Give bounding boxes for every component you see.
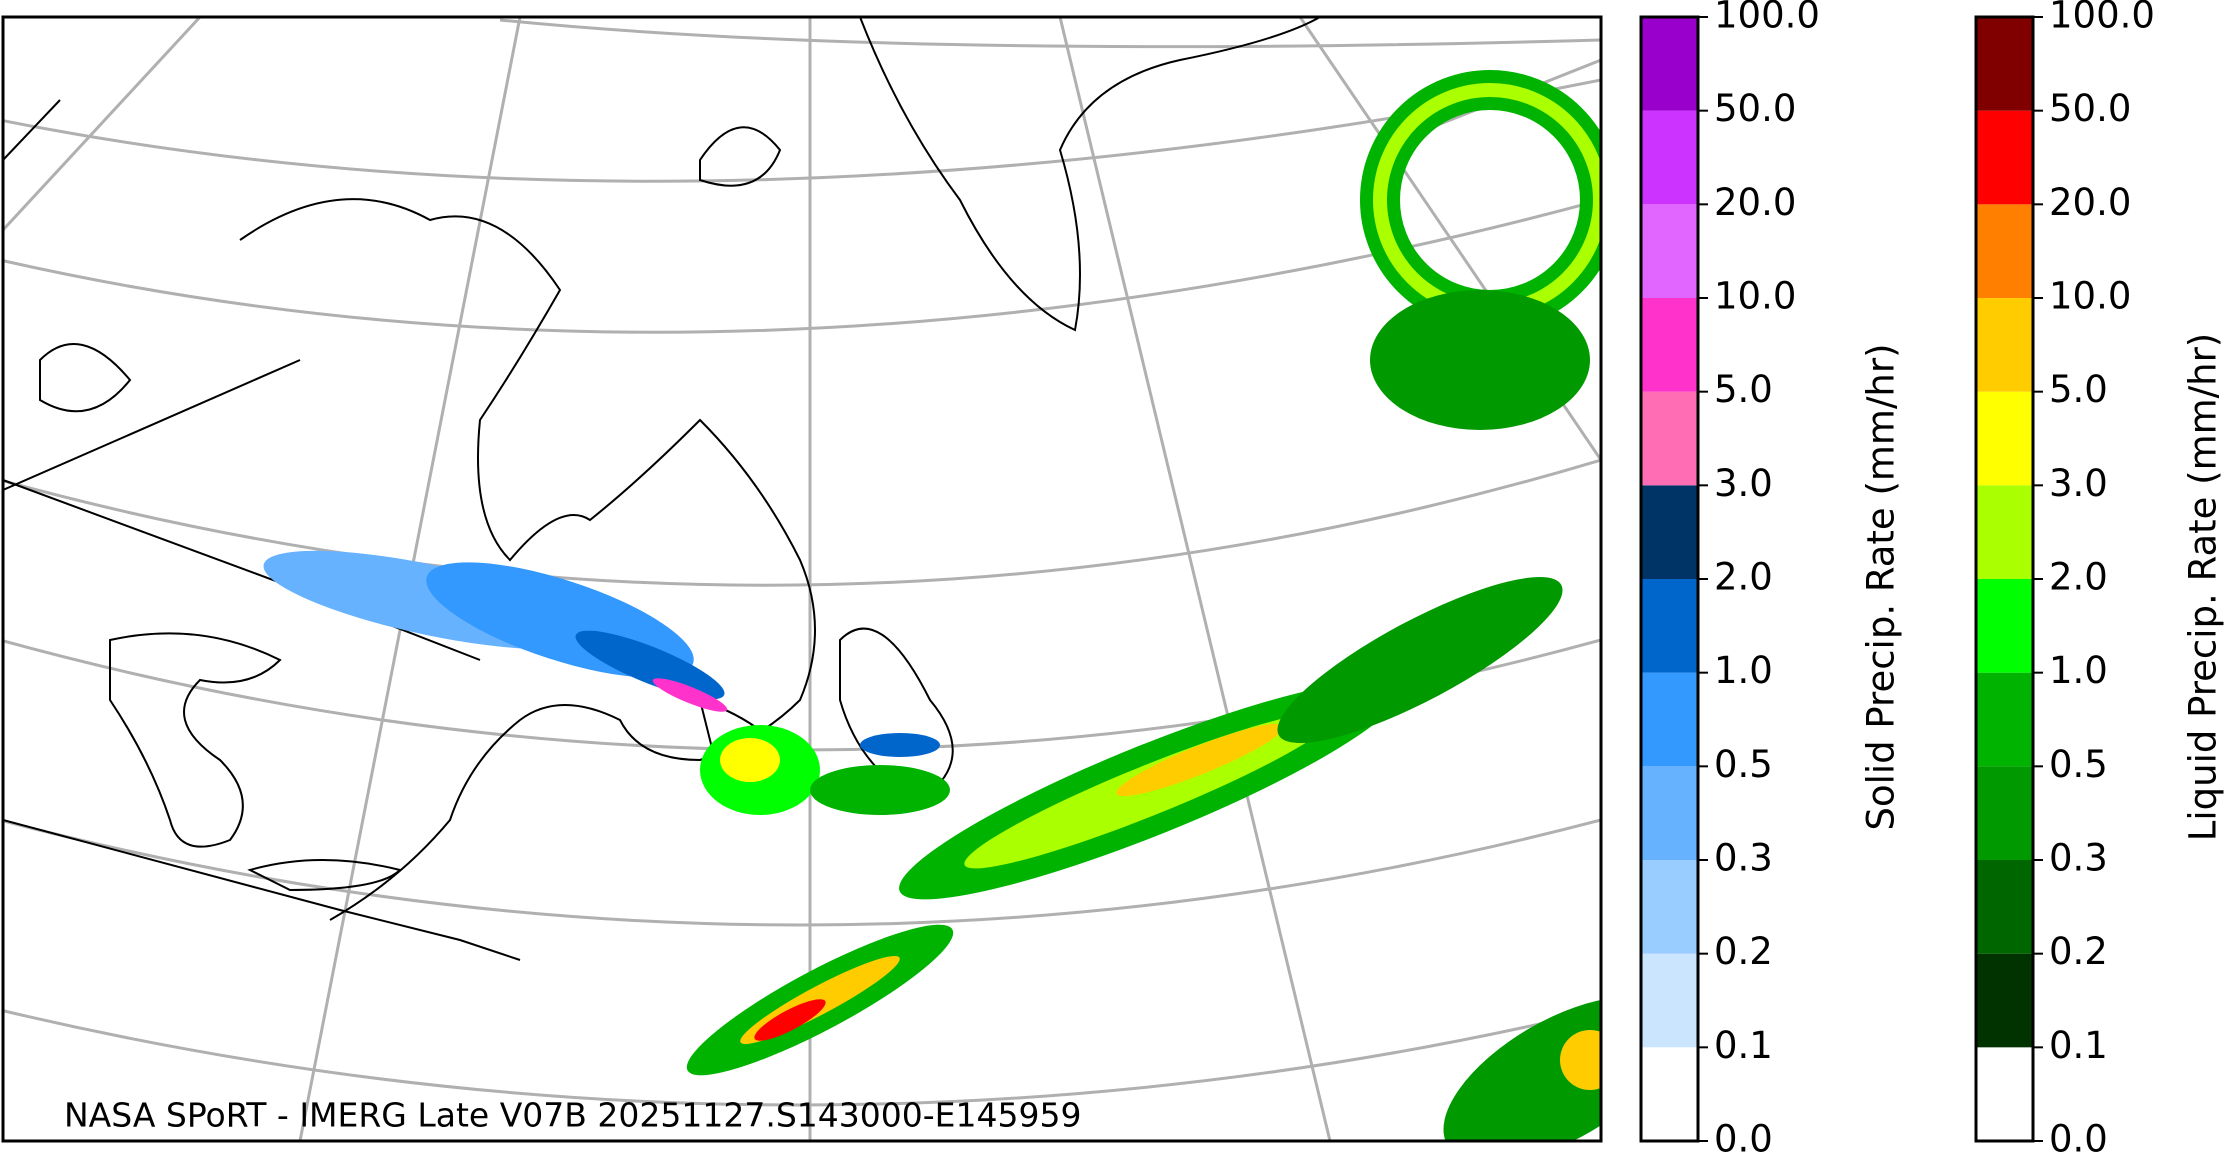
annotation: NASA SPoRT - IMERG Late V07B 20251127.S1… [64, 1096, 1082, 1135]
colorbar-tick-label: 1.0 [1714, 649, 1773, 692]
colorbar-segment [1976, 766, 2033, 860]
colorbar-label: Solid Precip. Rate (mm/hr) [1860, 343, 1903, 830]
colorbar-segment [1641, 860, 1698, 954]
colorbar-tick-label: 5.0 [1714, 368, 1773, 411]
colorbar-segment [1641, 1047, 1698, 1141]
colorbar-tick-label: 0.3 [2049, 837, 2108, 880]
colorbars: 0.0 0.1 0.2 0.3 0.5 1.0 2.0 3.0 5.0 10.0 20.0 50.0 1… [1639, 0, 2225, 1161]
colorbar-segment [1641, 953, 1698, 1048]
colorbar-tick-label: 1.0 [2049, 649, 2108, 692]
colorbar-segment [1976, 1047, 2033, 1141]
colorbar-tick-label: 3.0 [2049, 462, 2108, 505]
colorbar-tick-label: 10.0 [1714, 275, 1796, 318]
colorbar-tick-label: 2.0 [1714, 556, 1773, 599]
colorbar-segment [1976, 579, 2033, 673]
colorbar-tick-label: 0.5 [2049, 743, 2108, 786]
coastlines [3, 17, 1321, 961]
colorbar-tick-label: 0.1 [2049, 1024, 2108, 1067]
colorbar-segment [1976, 953, 2033, 1048]
colorbar-segment [1976, 860, 2033, 954]
colorbar-segment [1641, 766, 1698, 860]
precipitation [263, 70, 1601, 1141]
colorbar-tick-label: 0.2 [1714, 930, 1773, 973]
colorbar-tick-label: 50.0 [2049, 87, 2131, 130]
colorbar-tick-label: 20.0 [2049, 181, 2131, 224]
colorbar-tick-label: 0.0 [1714, 1118, 1773, 1161]
colorbar-tick-label: 0.5 [1714, 743, 1773, 786]
colorbar-segment [1976, 110, 2033, 205]
colorbar-segment [1976, 204, 2033, 298]
colorbar-segment [1641, 579, 1698, 673]
colorbar-segment [1641, 17, 1698, 111]
map-frame [1, 15, 1603, 1143]
colorbar-tick-label: 0.2 [2049, 930, 2108, 973]
colorbar-tick-label: 0.3 [1714, 837, 1773, 880]
colorbar-tick-label: 5.0 [2049, 368, 2108, 411]
colorbar-segment [1641, 298, 1698, 392]
colorbar-segment [1641, 672, 1698, 767]
colorbar-tick-label: 10.0 [2049, 275, 2131, 318]
colorbar-tick-label: 0.1 [1714, 1024, 1773, 1067]
colorbar-segment [1976, 298, 2033, 392]
graticule [3, 17, 1601, 1141]
colorbar-segment [1641, 110, 1698, 205]
colorbar-segment [1641, 204, 1698, 298]
colorbar-label: Liquid Precip. Rate (mm/hr) [2182, 333, 2225, 842]
colorbar-segment [1641, 391, 1698, 486]
colorbar-segment [1976, 17, 2033, 111]
colorbar-segment [1976, 672, 2033, 767]
colorbar-segment [1641, 485, 1698, 579]
colorbar-segment [1976, 485, 2033, 579]
map: NASA SPoRT - IMERG Late V07B 20251127.S1… [3, 17, 1601, 1141]
colorbar-tick-label: 0.0 [2049, 1118, 2108, 1161]
colorbar-tick-label: 100.0 [2049, 0, 2155, 37]
colorbar-tick-label: 20.0 [1714, 181, 1796, 224]
colorbar-tick-label: 100.0 [1714, 0, 1820, 37]
colorbar-tick-label: 50.0 [1714, 87, 1796, 130]
colorbar-segment [1976, 391, 2033, 486]
colorbar-tick-label: 3.0 [1714, 462, 1773, 505]
colorbar-tick-label: 2.0 [2049, 556, 2108, 599]
